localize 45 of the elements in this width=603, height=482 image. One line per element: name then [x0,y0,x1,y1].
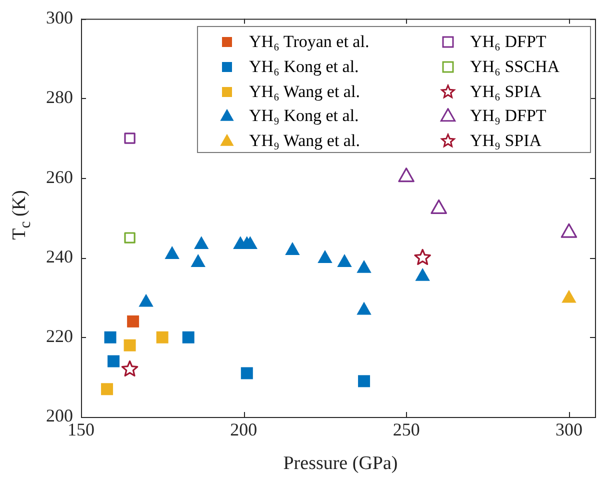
point [138,294,154,307]
point [562,290,576,303]
x-axis-title: Pressure (GPa) [283,453,398,475]
legend-label: YH₆ Kong et al. [249,56,359,77]
point [190,254,206,267]
point [124,232,136,244]
y-tick-label: 300 [46,8,73,28]
x-tick-label: 300 [555,420,582,440]
point [127,315,140,328]
legend-label: YH₉ Kong et al. [249,106,359,126]
y-tick-label: 220 [46,326,73,346]
point [430,199,447,214]
legend-label: YH₉ SPIA [470,131,542,152]
point [398,168,414,182]
point [337,254,352,267]
point [356,302,372,315]
legend-label: YH₆ SSCHA [470,56,560,77]
point [415,268,430,281]
x-tick-label: 250 [392,420,420,440]
point [240,367,253,380]
legend-label: YH₉ Wang et al. [249,131,360,152]
point [358,375,370,388]
point [356,260,372,273]
point [560,223,578,238]
point [108,355,120,368]
legend-label: YH₆ DFPT [470,32,546,52]
legend-label: YH₆ Troyan et al. [249,32,370,52]
point [414,248,431,265]
y-tick-label: 280 [46,87,73,108]
legend-label: YH₆ SPIA [470,82,542,102]
legend-label: YH₆ Wang et al. [249,82,360,102]
point [164,246,180,259]
point [318,250,332,263]
x-tick-label: 200 [230,420,258,440]
point [182,331,194,344]
y-tick-label: 260 [46,166,73,187]
y-tick-label: 240 [46,246,73,266]
point [156,331,168,344]
point [104,331,116,344]
point [285,242,300,256]
point [121,360,138,376]
point [101,383,114,396]
point [194,236,209,250]
legend-label: YH₉ DFPT [470,106,546,126]
point [124,339,136,352]
